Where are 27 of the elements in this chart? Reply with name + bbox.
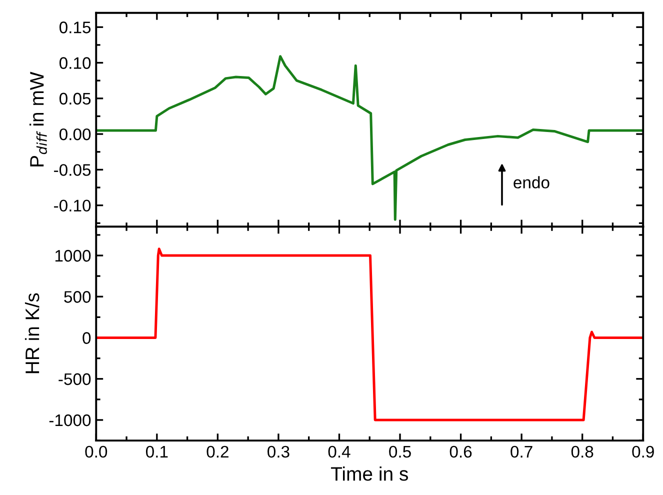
y-axis-title: HR in K/s — [24, 293, 40, 374]
x-tick-label: 0.1 — [146, 446, 168, 458]
x-tick-label: 0.4 — [328, 446, 350, 458]
y-tick-label: 500 — [64, 291, 91, 303]
x-tick-label: 0.9 — [632, 446, 654, 458]
x-tick-label: 0.2 — [206, 446, 228, 458]
x-tick-label: 0.6 — [450, 446, 472, 458]
y-tick-label: 0.05 — [59, 92, 91, 105]
line-series — [96, 55, 644, 221]
y-tick-label: 0.10 — [59, 57, 91, 69]
y-tick-label: 0 — [82, 332, 91, 344]
y-tick-label: -500 — [58, 373, 91, 386]
y-tick-label: 0.00 — [59, 128, 91, 140]
x-tick-label: 0.7 — [510, 446, 532, 458]
x-axis-title: Time in s — [330, 466, 408, 481]
y-tick-label: -0.10 — [54, 200, 91, 212]
x-tick-label: 0.5 — [389, 446, 411, 458]
y-tick-label: -1000 — [49, 414, 91, 426]
y-axis-title: P$_{diff}$ in mW — [30, 72, 47, 166]
annotation: endo — [514, 176, 550, 188]
x-tick-label: 0.0 — [85, 446, 108, 458]
x-tick-label: 0.3 — [268, 446, 290, 458]
line-series — [96, 248, 644, 422]
y-tick-label: 1000 — [55, 250, 91, 262]
y-tick-label: -0.05 — [54, 164, 91, 176]
y-tick-label: 0.15 — [59, 22, 91, 34]
x-tick-label: 0.8 — [571, 446, 594, 458]
